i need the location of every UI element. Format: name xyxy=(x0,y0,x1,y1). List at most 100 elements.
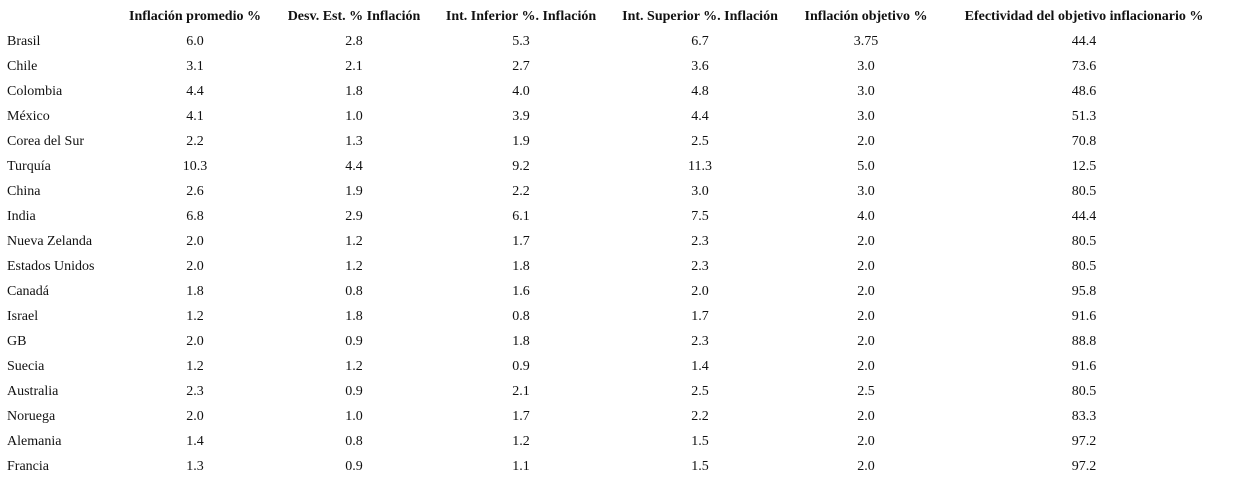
row-label: México xyxy=(7,109,50,124)
table-cell: 2.0 xyxy=(857,434,875,449)
table-cell: 5.0 xyxy=(857,159,875,174)
table-cell: 3.0 xyxy=(857,109,875,124)
row-label: Brasil xyxy=(7,34,41,49)
table-cell: 80.5 xyxy=(1071,184,1097,199)
table-cell: 2.3 xyxy=(691,234,709,249)
table-cell: 1.5 xyxy=(691,434,709,449)
column-header: Desv. Est. % Inflación xyxy=(287,9,421,24)
table-cell: 1.3 xyxy=(186,459,204,474)
table-cell: 0.8 xyxy=(345,434,363,449)
table-cell: 3.0 xyxy=(857,59,875,74)
table-cell: 4.8 xyxy=(691,84,709,99)
table-cell: 95.8 xyxy=(1071,284,1097,299)
table-cell: 0.9 xyxy=(345,334,363,349)
table-cell: 11.3 xyxy=(688,159,712,174)
row-label: Francia xyxy=(7,459,49,474)
row-label: GB xyxy=(7,334,27,349)
table-cell: 2.9 xyxy=(345,209,363,224)
table-cell: 2.2 xyxy=(512,184,530,199)
table-cell: 2.0 xyxy=(857,359,875,374)
table-cell: 10.3 xyxy=(182,159,208,174)
table-cell: 97.2 xyxy=(1071,459,1097,474)
table-cell: 80.5 xyxy=(1071,234,1097,249)
table-cell: 91.6 xyxy=(1071,309,1097,324)
table-cell: 1.9 xyxy=(512,134,530,149)
row-label: Suecia xyxy=(7,359,45,374)
table-cell: 1.8 xyxy=(512,334,530,349)
table-cell: 2.3 xyxy=(186,384,204,399)
table-cell: 2.2 xyxy=(186,134,204,149)
table-cell: 2.0 xyxy=(186,334,204,349)
table-cell: 1.8 xyxy=(512,259,530,274)
table-cell: 91.6 xyxy=(1071,359,1097,374)
table-cell: 2.0 xyxy=(857,334,875,349)
table-cell: 51.3 xyxy=(1071,109,1097,124)
table-cell: 1.2 xyxy=(345,234,363,249)
table-cell: 1.2 xyxy=(186,309,204,324)
table-cell: 70.8 xyxy=(1071,134,1097,149)
table-cell: 4.0 xyxy=(512,84,530,99)
table-cell: 4.4 xyxy=(186,84,204,99)
table-cell: 2.7 xyxy=(512,59,530,74)
table-cell: 1.2 xyxy=(345,259,363,274)
table-cell: 2.1 xyxy=(345,59,363,74)
table-cell: 1.0 xyxy=(345,409,363,424)
table-cell: 1.6 xyxy=(512,284,530,299)
row-label: Colombia xyxy=(7,84,63,99)
table-cell: 1.8 xyxy=(345,309,363,324)
column-header: Int. Superior %. Inflación xyxy=(622,9,778,24)
row-label: Noruega xyxy=(7,409,56,424)
table-cell: 2.2 xyxy=(691,409,709,424)
table-cell: 2.0 xyxy=(857,459,875,474)
column-header: Inflación promedio % xyxy=(129,9,261,24)
table-cell: 3.9 xyxy=(512,109,530,124)
table-cell: 2.0 xyxy=(857,134,875,149)
table-cell: 1.5 xyxy=(691,459,709,474)
table-cell: 44.4 xyxy=(1071,34,1097,49)
table-cell: 1.3 xyxy=(345,134,363,149)
table-cell: 2.0 xyxy=(857,309,875,324)
column-header: Inflación objetivo % xyxy=(804,9,928,24)
table-cell: 1.7 xyxy=(512,409,530,424)
table-cell: 6.7 xyxy=(691,34,709,49)
table-cell: 6.0 xyxy=(186,34,204,49)
table-cell: 2.6 xyxy=(186,184,204,199)
table-cell: 3.1 xyxy=(186,59,204,74)
table-cell: 9.2 xyxy=(512,159,530,174)
table-cell: 2.5 xyxy=(857,384,875,399)
table-cell: 44.4 xyxy=(1071,209,1097,224)
table-cell: 0.9 xyxy=(345,384,363,399)
row-label: Israel xyxy=(7,309,39,324)
table-cell: 4.1 xyxy=(186,109,204,124)
table-cell: 1.2 xyxy=(512,434,530,449)
table-cell: 2.0 xyxy=(857,259,875,274)
table-cell: 6.8 xyxy=(186,209,204,224)
table-cell: 2.5 xyxy=(691,134,709,149)
table-cell: 2.8 xyxy=(345,34,363,49)
table-cell: 3.75 xyxy=(853,34,879,49)
table-cell: 48.6 xyxy=(1071,84,1097,99)
table-cell: 1.7 xyxy=(512,234,530,249)
table-cell: 2.3 xyxy=(691,334,709,349)
table-cell: 0.9 xyxy=(512,359,530,374)
row-label: Estados Unidos xyxy=(7,259,95,274)
table-cell: 2.0 xyxy=(186,259,204,274)
row-label: Turquía xyxy=(7,159,51,174)
row-label: Canadá xyxy=(7,284,49,299)
table-cell: 2.0 xyxy=(186,409,204,424)
table-cell: 1.9 xyxy=(345,184,363,199)
row-label: Nueva Zelanda xyxy=(7,234,93,249)
table-cell: 2.0 xyxy=(857,284,875,299)
table-cell: 80.5 xyxy=(1071,384,1097,399)
table-cell: 2.1 xyxy=(512,384,530,399)
table-cell: 2.3 xyxy=(691,259,709,274)
table-cell: 83.3 xyxy=(1071,409,1097,424)
column-header: Efectividad del objetivo inflacionario % xyxy=(964,9,1204,24)
table-cell: 1.8 xyxy=(345,84,363,99)
table-cell: 1.7 xyxy=(691,309,709,324)
table-cell: 1.2 xyxy=(345,359,363,374)
table-cell: 4.4 xyxy=(691,109,709,124)
table-cell: 5.3 xyxy=(512,34,530,49)
table-cell: 2.5 xyxy=(691,384,709,399)
